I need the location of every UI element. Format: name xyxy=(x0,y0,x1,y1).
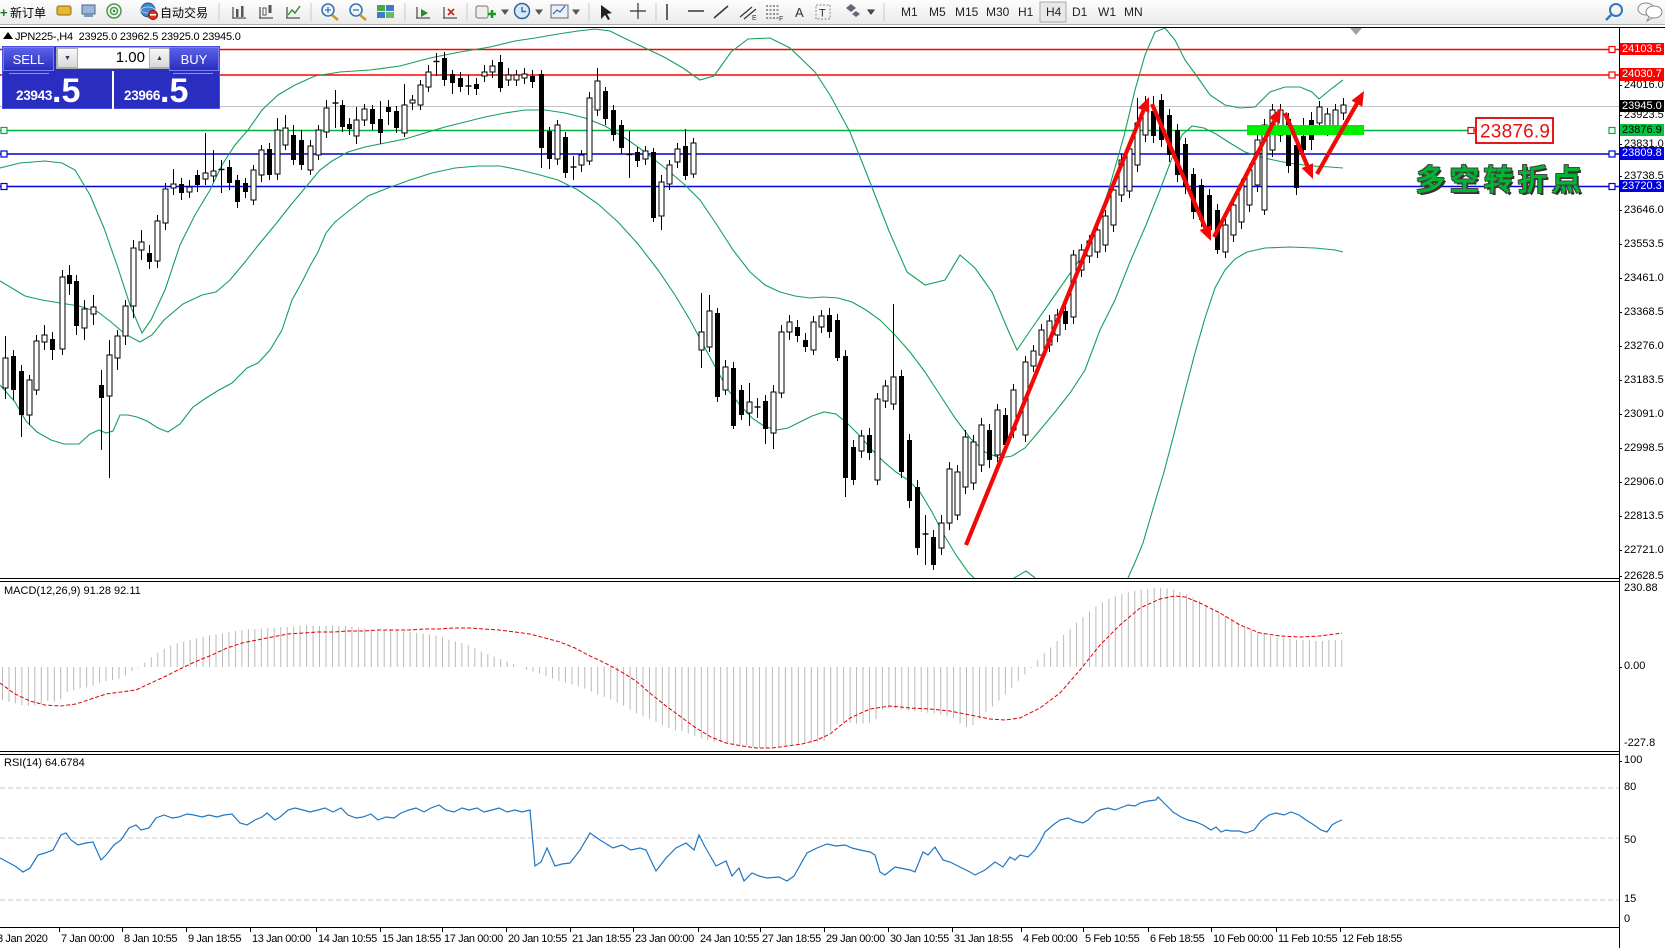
svg-text:M5: M5 xyxy=(929,5,946,19)
svg-text:T: T xyxy=(819,8,826,20)
svg-text:H4: H4 xyxy=(1046,5,1062,19)
svg-text:自动交易: 自动交易 xyxy=(160,5,208,20)
svg-text:MN: MN xyxy=(1124,5,1143,19)
svg-text:H1: H1 xyxy=(1018,5,1034,19)
svg-text:W1: W1 xyxy=(1098,5,1116,19)
svg-text:A: A xyxy=(795,5,804,20)
svg-text:新订单: 新订单 xyxy=(10,5,46,20)
svg-text:D1: D1 xyxy=(1072,5,1088,19)
svg-text:+: + xyxy=(0,5,8,20)
svg-text:M15: M15 xyxy=(955,5,979,19)
svg-text:23876.9: 23876.9 xyxy=(1480,122,1550,143)
svg-text:M1: M1 xyxy=(901,5,918,19)
svg-text:M30: M30 xyxy=(986,5,1010,19)
svg-text:E: E xyxy=(752,15,757,22)
svg-text:F: F xyxy=(779,16,783,23)
